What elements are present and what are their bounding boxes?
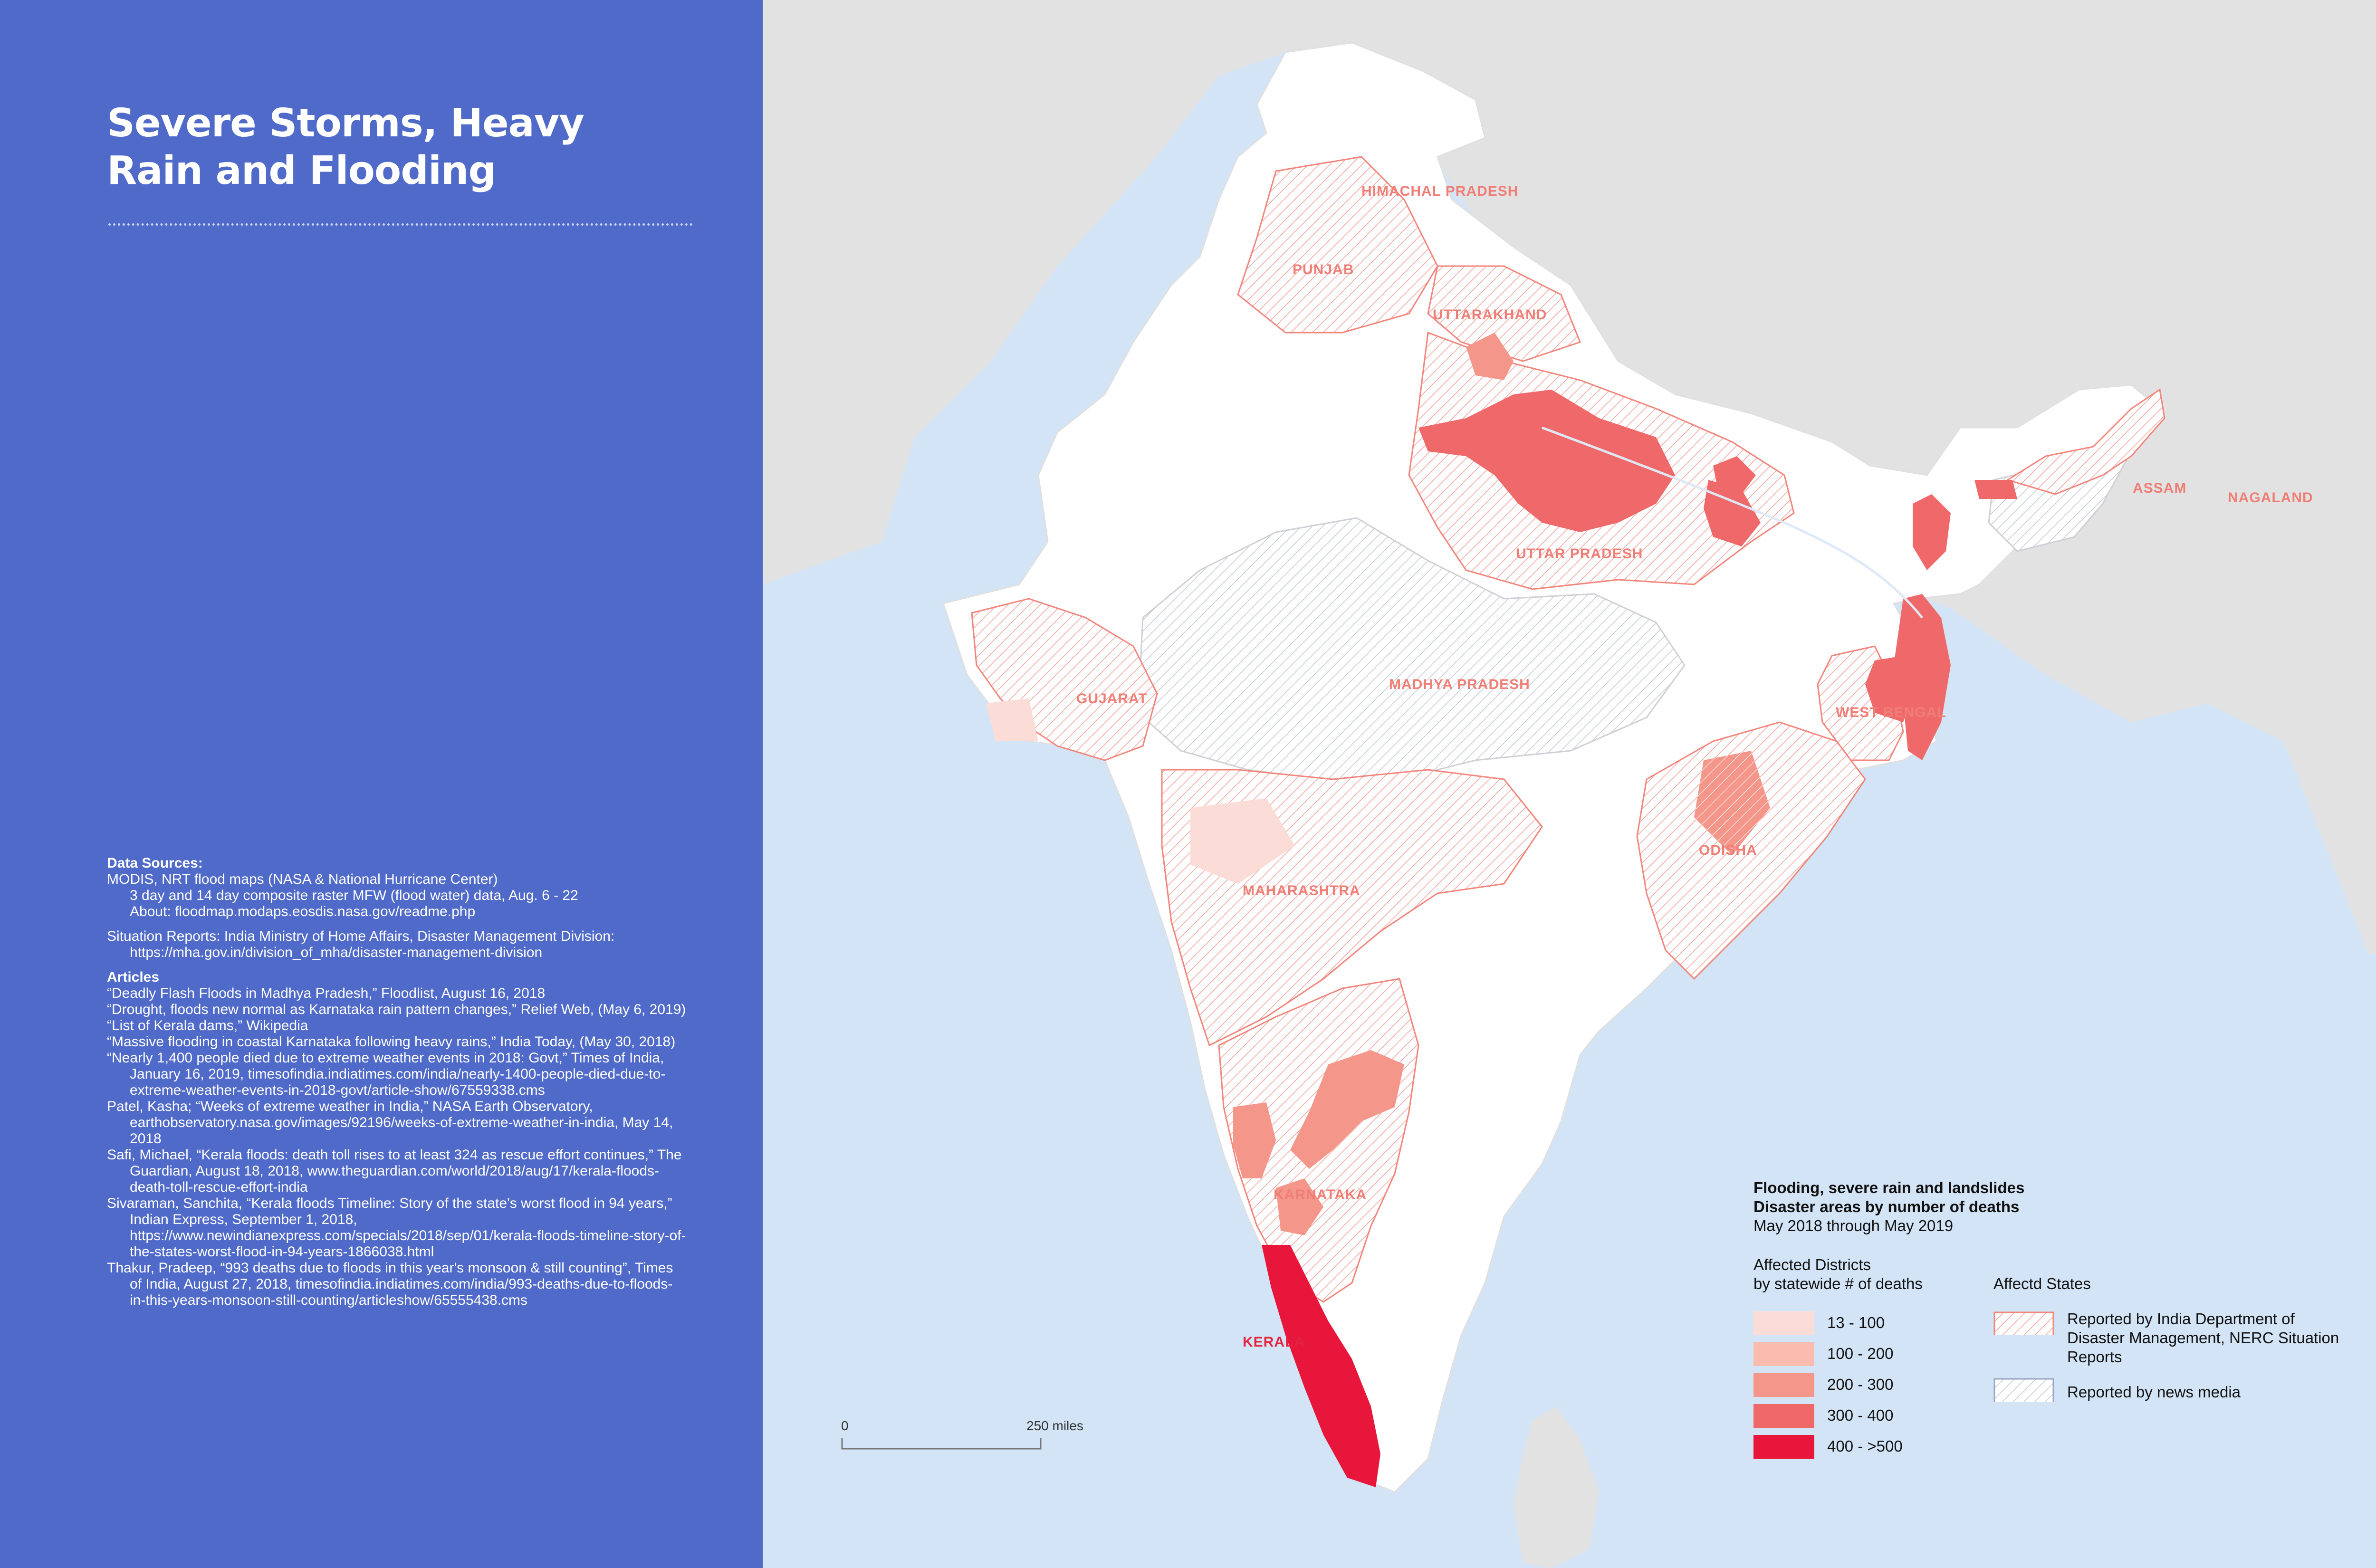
sri-lanka — [1514, 1406, 1599, 1568]
district-ne-300-400 — [1974, 480, 2017, 499]
title-line-1: Severe Storms, Heavy — [107, 101, 584, 146]
label-himachal-pradesh: HIMACHAL PRADESH — [1361, 183, 1519, 199]
label-karnataka: KARNATAKA — [1274, 1187, 1367, 1203]
river — [1542, 426, 1923, 619]
scale-distance: 250 miles — [1026, 1418, 1083, 1433]
gujarat-region — [971, 598, 1158, 761]
label-uttarakhand: UTTARAKHAND — [1433, 307, 1547, 323]
legend-swatch-400-plus — [1753, 1435, 1814, 1459]
legend-districts-heading-2: by statewide # of deaths — [1753, 1275, 1923, 1292]
district-karnataka-south-200-300 — [1276, 1178, 1323, 1235]
article-item: “Massive flooding in coastal Karnataka f… — [107, 1034, 676, 1050]
legend-label-news-media: Reported by news media — [2067, 1383, 2241, 1401]
legend-label-13-100: 13 - 100 — [1827, 1314, 1885, 1331]
district-kerala-400-plus — [1262, 1245, 1380, 1487]
legend-districts-heading-1: Affected Districts — [1753, 1256, 1871, 1273]
label-nagaland: NAGALAND — [2228, 490, 2313, 506]
legend-title-1: Flooding, severe rain and landslides — [1753, 1179, 2025, 1196]
uttarakhand-region — [1427, 265, 1581, 362]
article-item: Sivaraman, Sanchita, “Kerala floods Time… — [107, 1195, 686, 1260]
legend-label-200-300: 200 - 300 — [1827, 1376, 1894, 1393]
label-uttar-pradesh: UTTAR PRADESH — [1516, 546, 1643, 562]
label-maharashtra: MAHARASHTRA — [1243, 883, 1360, 899]
legend: Flooding, severe rain and landslides Dis… — [1753, 1178, 2371, 1459]
map-canvas — [763, 0, 2376, 1568]
himachal-punjab-region — [1237, 156, 1438, 334]
legend-label-govt-reported: Reported by India Department of Disaster… — [2067, 1310, 2339, 1366]
district-karnataka-coast-200-300 — [1233, 1102, 1276, 1178]
article-item: “List of Kerala dams,” Wikipedia — [107, 1018, 308, 1033]
legend-swatch-100-200 — [1753, 1342, 1814, 1366]
data-sources-heading: Data Sources: — [107, 855, 203, 871]
legend-swatch-13-100 — [1753, 1311, 1814, 1335]
label-gujarat: GUJARAT — [1076, 691, 1148, 707]
legend-districts-heading: Affected Districts by statewide # of dea… — [1753, 1255, 1923, 1293]
legend-label-300-400: 300 - 400 — [1827, 1406, 1894, 1424]
info-panel: Severe Storms, Heavy Rain and Flooding D… — [0, 0, 763, 1568]
legend-title-2: Disaster areas by number of deaths — [1753, 1198, 2020, 1215]
legend-swatch-news-media — [1993, 1378, 2054, 1402]
source-modis-about: About: floodmap.modaps.eosdis.nasa.gov/r… — [130, 904, 476, 919]
source-situation-reports: Situation Reports: India Ministry of Hom… — [107, 928, 615, 960]
legend-states-heading: Affectd States — [1993, 1275, 2091, 1292]
legend-label-400-plus: 400 - >500 — [1827, 1437, 1903, 1455]
label-west-bengal: WEST BENGAL — [1836, 705, 1946, 720]
data-sources: Data Sources: MODIS, NRT flood maps (NAS… — [107, 855, 687, 1309]
article-item: “Drought, floods new normal as Karnataka… — [107, 1002, 686, 1017]
page-title: Severe Storms, Heavy Rain and Flooding — [107, 100, 701, 195]
district-up-northeast-300-400 — [1713, 456, 1756, 494]
neighbour-land-north — [763, 0, 2376, 955]
legend-swatch-govt-reported — [1993, 1311, 2054, 1335]
district-gujarat-13-100 — [986, 698, 1038, 741]
label-punjab: PUNJAB — [1293, 262, 1354, 277]
district-odisha-100-200 — [1694, 751, 1770, 855]
district-maharashtra-13-100 — [1190, 798, 1295, 884]
district-karnataka-200-300 — [1290, 1050, 1404, 1169]
article-item: Thakur, Pradeep, “993 deaths due to floo… — [107, 1260, 673, 1308]
india-flood-map: HIMACHAL PRADESH PUNJAB UTTARAKHAND UTTA… — [763, 0, 2376, 1568]
legend-label-100-200: 100 - 200 — [1827, 1345, 1894, 1362]
article-item: “Nearly 1,400 people died due to extreme… — [107, 1050, 666, 1098]
legend-swatch-200-300 — [1753, 1373, 1814, 1397]
label-assam: ASSAM — [2133, 480, 2187, 496]
madhya-pradesh-region — [1137, 517, 1686, 780]
district-wb-west-300-400 — [1865, 656, 1913, 722]
title-divider — [108, 223, 693, 226]
articles-heading: Articles — [107, 969, 160, 985]
scale-zero: 0 — [841, 1418, 849, 1433]
district-up-200-300 — [1466, 333, 1514, 380]
assam-region — [2006, 388, 2165, 495]
district-wb-south-300-400 — [1894, 594, 1951, 760]
district-wb-300-400 — [1913, 494, 1951, 570]
district-up-300-400 — [1418, 390, 1675, 532]
source-modis: MODIS, NRT flood maps (NASA & National H… — [107, 871, 498, 887]
article-item: Safi, Michael, “Kerala floods: death tol… — [107, 1147, 682, 1195]
legend-period: May 2018 through May 2019 — [1753, 1217, 1954, 1234]
label-odisha: ODISHA — [1699, 842, 1757, 858]
article-item: “Deadly Flash Floods in Madhya Pradesh,”… — [107, 985, 546, 1001]
scale-line — [841, 1438, 1042, 1450]
odisha-region — [1636, 721, 1866, 980]
source-modis-detail: 3 day and 14 day composite raster MFW (f… — [130, 888, 578, 903]
label-madhya-pradesh: MADHYA PRADESH — [1389, 677, 1530, 692]
article-item: Patel, Kasha; “Weeks of extreme weather … — [107, 1099, 673, 1147]
legend-swatch-300-400 — [1753, 1404, 1814, 1428]
label-kerala: KERALA — [1243, 1334, 1305, 1350]
title-line-2: Rain and Flooding — [107, 148, 496, 193]
